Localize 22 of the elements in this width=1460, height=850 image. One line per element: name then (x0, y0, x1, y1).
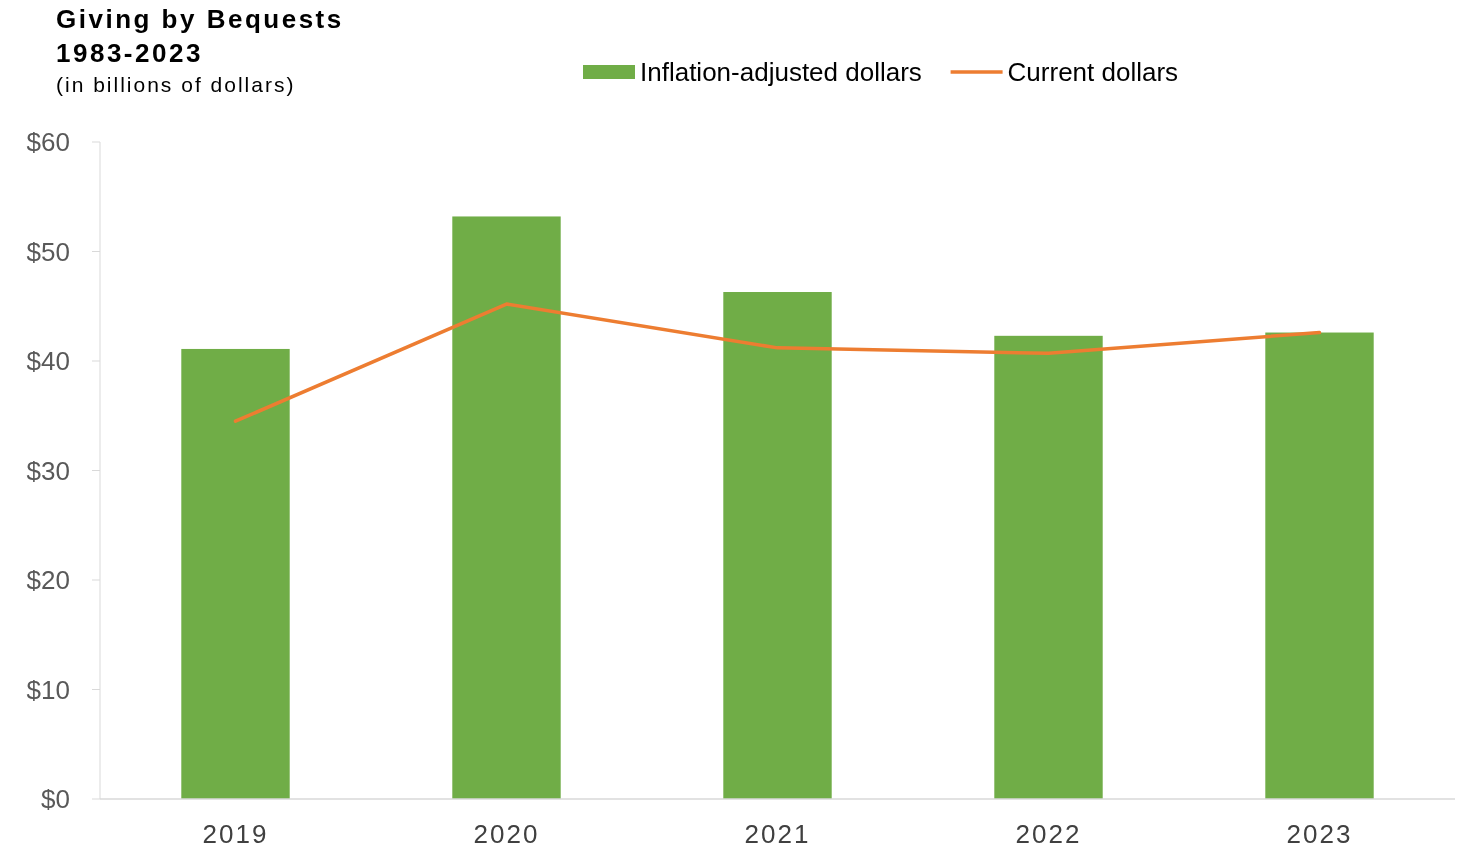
y-tick-label: $50 (26, 236, 70, 267)
x-tick-label: 2021 (744, 819, 811, 849)
bar (994, 335, 1103, 799)
bar (452, 216, 561, 799)
legend-label: Inflation-adjusted dollars (640, 57, 922, 88)
y-tick-label: $0 (41, 784, 70, 815)
legend-label: Current dollars (1007, 57, 1179, 88)
bar (723, 292, 832, 799)
y-tick-label: $20 (26, 565, 70, 596)
x-tick-label: 2023 (1286, 819, 1353, 849)
y-tick-label: $10 (26, 674, 70, 705)
y-tick-label: $60 (26, 127, 70, 158)
x-tick-label: 2022 (1015, 819, 1082, 849)
y-tick-label: $30 (26, 455, 70, 486)
chart-subtitle: (in billions of dollars) (56, 73, 296, 96)
x-tick-label: 2020 (473, 819, 540, 849)
bar (1265, 332, 1374, 799)
x-tick-label: 2019 (202, 819, 269, 849)
y-tick-label: $40 (26, 346, 70, 377)
bar (181, 348, 290, 799)
line-series (233, 302, 1322, 423)
chart-title: Giving by Bequests 1983-2023 (56, 4, 344, 68)
